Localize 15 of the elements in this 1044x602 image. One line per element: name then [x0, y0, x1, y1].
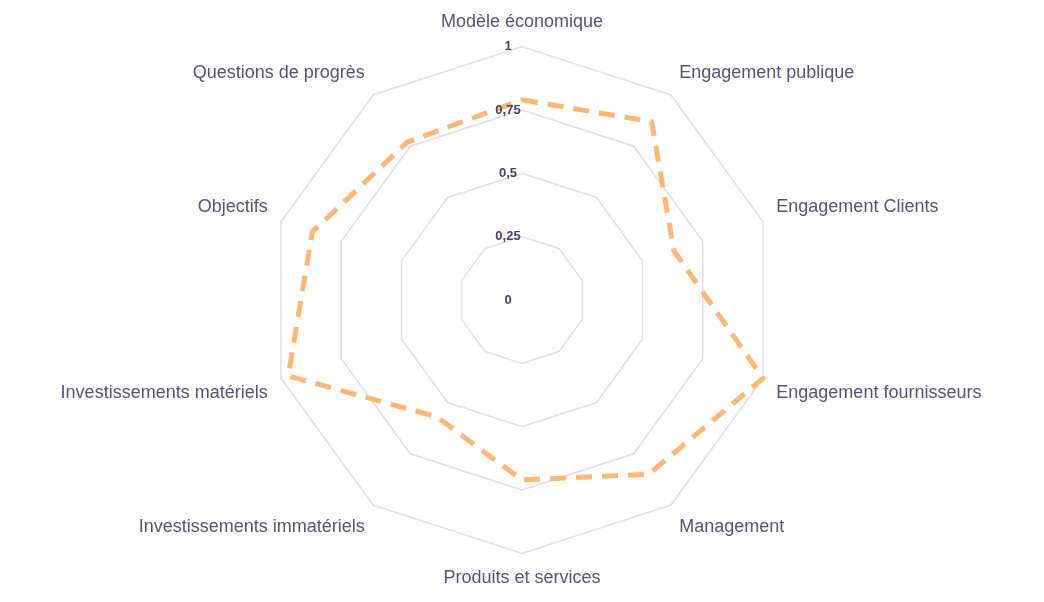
spoke-label: Engagement fournisseurs — [776, 382, 982, 403]
y-tick-label: 0,75 — [495, 101, 521, 117]
spoke-label: Modèle économique — [440, 10, 604, 31]
spoke-label: Investissements immatériels — [138, 516, 365, 537]
y-tick-label: 0 — [504, 291, 512, 307]
spoke-label: Objectifs — [197, 195, 268, 216]
spoke-label: Investissements matériels — [60, 382, 268, 403]
y-tick-label: 1 — [504, 38, 512, 54]
spoke-label: Engagement publique — [679, 61, 855, 82]
spoke-label: Questions de progrès — [192, 61, 365, 82]
spoke-label: Engagement Clients — [776, 195, 939, 216]
spoke-label: Management — [679, 516, 785, 537]
y-tick-label: 0,5 — [498, 164, 518, 180]
y-tick-label: 0,25 — [495, 228, 521, 244]
spoke-label: Produits et services — [443, 567, 601, 588]
